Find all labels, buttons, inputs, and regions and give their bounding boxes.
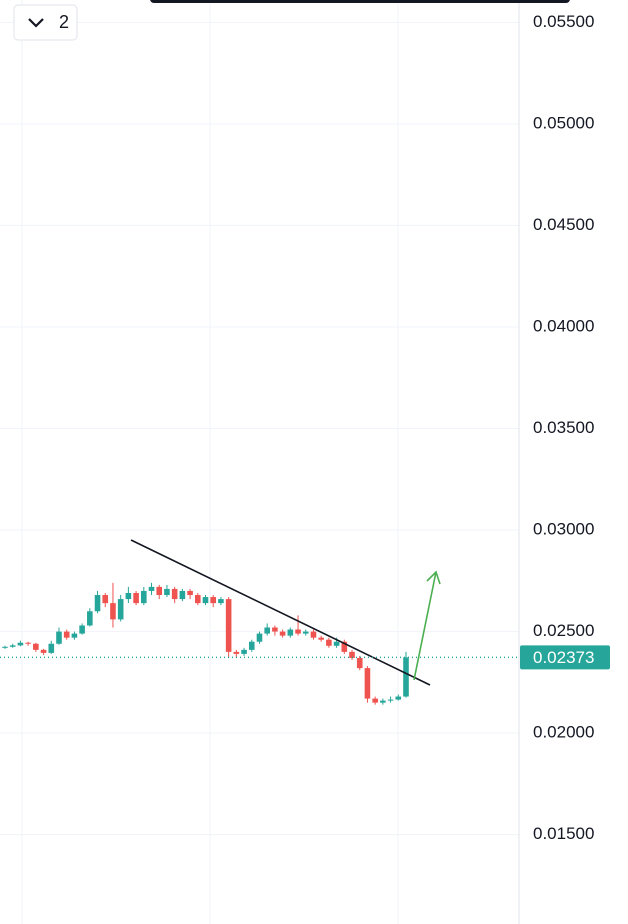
candle-body — [310, 631, 317, 638]
candle-body — [9, 645, 16, 647]
interval-label: 2 — [59, 12, 69, 32]
candle-body — [141, 590, 147, 604]
candle-body — [48, 643, 55, 653]
arrow-shaft — [413, 571, 437, 681]
candle-body — [233, 651, 240, 654]
candle-body — [2, 646, 8, 648]
candle-body — [295, 629, 301, 634]
candle-body — [341, 641, 348, 652]
candle-body — [56, 631, 62, 644]
candle-body — [225, 599, 232, 652]
candle-body — [179, 590, 186, 600]
y-tick-label: 0.02500 — [533, 621, 594, 640]
candle-body — [395, 696, 402, 700]
y-tick-label: 0.03000 — [533, 520, 594, 539]
candle-body — [79, 625, 85, 634]
candle-body — [333, 641, 340, 646]
current-price-tag — [520, 645, 610, 670]
candle-body — [71, 633, 78, 638]
candle-body — [110, 603, 116, 620]
candle-body — [125, 592, 132, 600]
candle-body — [403, 657, 409, 697]
candle-body — [33, 643, 39, 650]
chevron-icon — [28, 18, 44, 28]
candle-body — [148, 586, 155, 591]
arrow-head — [426, 570, 441, 585]
interval-dropdown[interactable]: 2 — [13, 4, 78, 41]
candle-body — [17, 642, 24, 646]
trend-line — [130, 539, 431, 686]
candle-body — [87, 611, 93, 626]
candle-body — [256, 633, 263, 642]
candle-body — [63, 631, 70, 638]
candle-body — [248, 641, 255, 650]
candle-body — [372, 698, 378, 703]
candle-body — [171, 588, 178, 600]
candle-body — [318, 637, 324, 640]
candle-body — [241, 649, 247, 654]
candle-body — [187, 590, 193, 596]
candle-body — [380, 700, 386, 703]
candle-body — [387, 699, 394, 701]
y-tick-label: 0.04000 — [533, 316, 594, 335]
current-price-label: 0.02373 — [533, 648, 594, 667]
candle-body — [94, 595, 101, 612]
candle-body — [102, 595, 109, 604]
candle-body — [218, 599, 224, 604]
candle-body — [25, 642, 31, 644]
candle-body — [40, 649, 47, 653]
dropdown-box[interactable] — [13, 4, 78, 41]
candle-body — [349, 651, 355, 658]
candle-body — [264, 627, 270, 634]
candle-body — [210, 597, 217, 604]
candle-body — [364, 668, 371, 699]
candle-body — [194, 595, 201, 604]
candle-body — [356, 657, 363, 669]
candle-body — [326, 639, 332, 646]
candle-body — [302, 631, 309, 634]
y-tick-label: 0.02000 — [533, 723, 594, 742]
candle-body — [156, 586, 163, 596]
candle-body — [279, 631, 286, 636]
top-toolbar — [150, 0, 570, 3]
candle-body — [272, 627, 278, 632]
y-tick-label: 0.04500 — [533, 215, 594, 234]
candle-body — [164, 588, 170, 596]
candle-body — [133, 592, 139, 604]
y-tick-label: 0.01500 — [533, 824, 594, 843]
candle-body — [287, 629, 294, 636]
candle-body — [202, 597, 209, 604]
y-tick-label: 0.03500 — [533, 418, 594, 437]
y-tick-label: 0.05000 — [533, 113, 594, 132]
candle-body — [117, 599, 124, 620]
y-tick-label: 0.05500 — [533, 12, 594, 31]
